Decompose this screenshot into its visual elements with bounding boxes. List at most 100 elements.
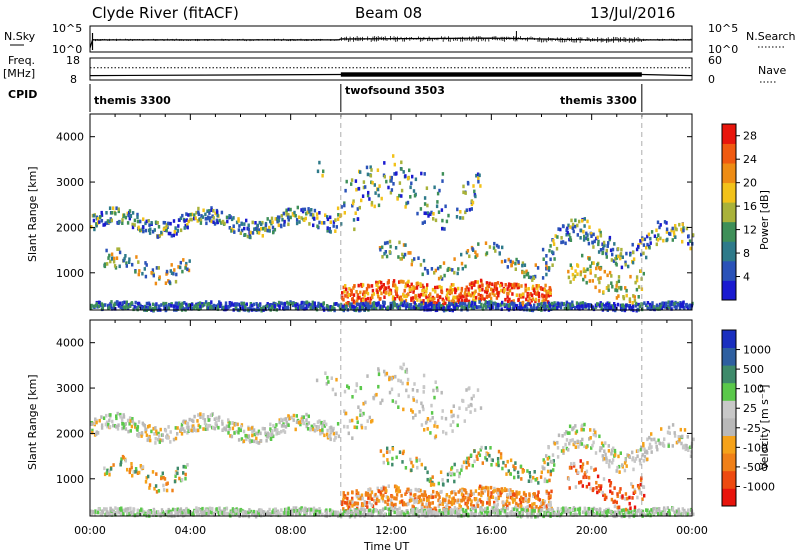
echo-mark [449, 267, 452, 272]
echo-mark [451, 268, 454, 272]
echo-mark [100, 423, 104, 427]
echo-mark [641, 453, 644, 457]
power-x-ticks [89, 114, 693, 310]
echo-mark [179, 303, 182, 307]
echo-mark [179, 428, 183, 432]
echo-mark [549, 244, 552, 248]
echo-mark [625, 288, 628, 293]
echo-mark [477, 176, 480, 180]
echo-mark [541, 499, 545, 503]
echo-mark [490, 287, 493, 292]
echo-mark [370, 510, 374, 514]
echo-mark [326, 217, 330, 222]
echo-mark [607, 303, 611, 307]
echo-mark [496, 491, 500, 496]
echo-mark [493, 500, 496, 505]
echo-mark [470, 511, 473, 515]
echo-mark [637, 285, 641, 289]
echo-mark [442, 299, 445, 304]
echo-mark [475, 173, 478, 178]
echo-mark [534, 263, 537, 267]
echo-mark [460, 252, 463, 257]
echo-mark [343, 211, 346, 215]
echo-mark [370, 203, 373, 207]
echo-mark [529, 275, 533, 280]
echo-mark [493, 486, 496, 491]
echo-mark [442, 303, 445, 307]
echo-mark [674, 235, 677, 239]
echo-mark [370, 284, 374, 288]
echo-mark [221, 422, 224, 426]
echo-mark [98, 220, 101, 224]
echo-mark [415, 286, 419, 290]
echo-mark [409, 488, 413, 493]
echo-mark [567, 269, 570, 274]
echo-mark [467, 404, 470, 408]
echo-mark [105, 221, 109, 225]
echo-mark [321, 428, 324, 432]
echo-mark [390, 506, 393, 510]
echo-mark [341, 512, 345, 517]
echo-mark [579, 236, 582, 240]
echo-mark [490, 463, 493, 467]
echo-mark [282, 302, 285, 306]
echo-mark [282, 424, 285, 428]
echo-mark [419, 263, 423, 267]
echo-mark [380, 280, 383, 285]
echo-mark [140, 431, 144, 435]
echo-mark [499, 452, 503, 456]
echo-mark [486, 304, 490, 309]
echo-mark [517, 298, 520, 303]
echo-mark [394, 246, 398, 250]
echo-mark [310, 303, 313, 307]
echo-mark [376, 281, 379, 285]
echo-mark [360, 493, 364, 498]
echo-mark [303, 421, 306, 426]
echo-mark [348, 505, 351, 510]
echo-mark [526, 291, 529, 296]
echo-mark [352, 218, 356, 222]
echo-mark [545, 266, 548, 271]
echo-mark [114, 506, 117, 510]
echo-mark [479, 293, 482, 298]
echo-mark [567, 448, 570, 452]
echo-mark [350, 292, 353, 296]
echo-mark [539, 501, 543, 505]
echo-mark [411, 174, 414, 179]
echo-mark [478, 300, 481, 304]
echo-mark [636, 454, 639, 458]
echo-mark [459, 291, 463, 296]
echo-mark [154, 441, 157, 445]
echo-mark [292, 213, 295, 218]
echo-mark [131, 417, 134, 421]
echo-mark [392, 281, 395, 285]
echo-mark [448, 288, 451, 293]
echo-mark [260, 510, 263, 514]
echo-mark [272, 424, 275, 428]
echo-mark [431, 512, 434, 516]
echo-mark [565, 438, 569, 442]
echo-mark [366, 296, 370, 301]
echo-mark [467, 181, 470, 186]
echo-mark [400, 167, 403, 171]
echo-mark [591, 240, 594, 245]
echo-mark [437, 510, 441, 515]
echo-mark [449, 423, 452, 427]
echo-mark [182, 509, 186, 513]
echo-mark [400, 499, 403, 504]
echo-mark [225, 506, 229, 511]
echo-mark [463, 419, 466, 423]
echo-mark [151, 470, 155, 474]
echo-mark [434, 285, 437, 290]
echo-mark [678, 306, 682, 311]
echo-mark [224, 301, 228, 305]
echo-mark [272, 230, 275, 235]
echo-mark [174, 436, 178, 441]
echo-mark [341, 500, 344, 504]
echo-mark [389, 175, 392, 180]
echo-mark [264, 228, 267, 232]
echo-mark [668, 305, 671, 310]
echo-mark [288, 302, 292, 306]
echo-mark [421, 502, 424, 507]
echo-mark [421, 404, 424, 409]
